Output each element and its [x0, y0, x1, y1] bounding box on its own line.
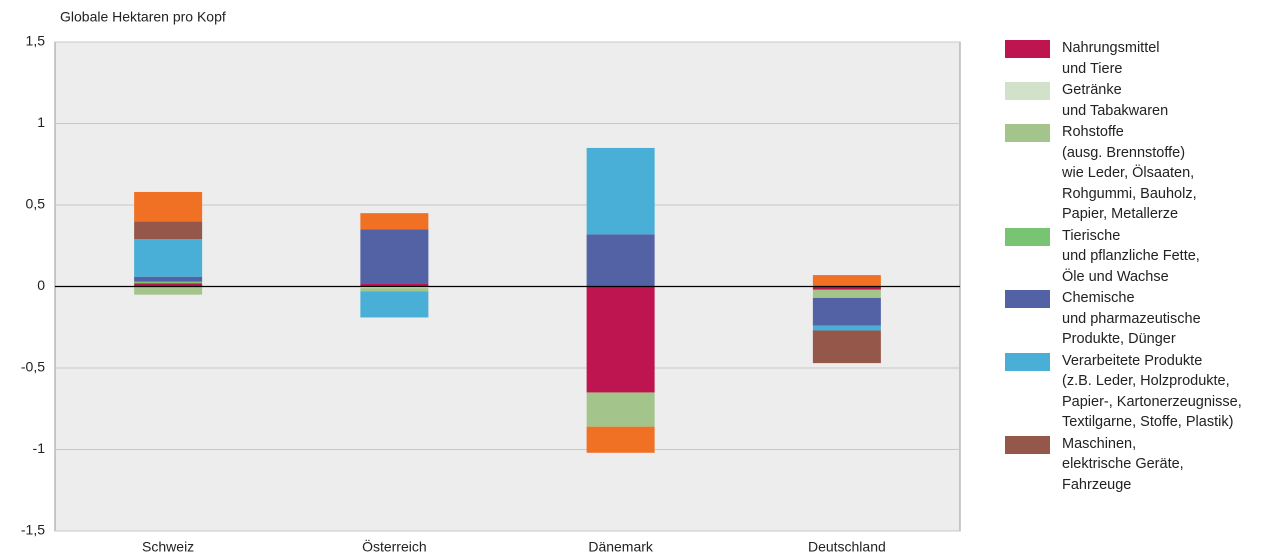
bar-segment: [134, 276, 203, 282]
y-tick-label: -1,5: [21, 522, 45, 538]
y-tick-label: 0: [37, 277, 45, 293]
bar-segment: [812, 275, 881, 287]
bar-segment: [812, 297, 881, 326]
legend-swatch: [1005, 435, 1050, 454]
bar-segment: [586, 392, 655, 427]
x-tick-label: Schweiz: [142, 539, 194, 555]
bar-segment: [360, 286, 429, 289]
x-tick-label: Österreich: [362, 538, 427, 555]
chart: Globale Hektaren pro Kopf -1,5 -1 -0,5 0 0,5…: [21, 9, 961, 555]
y-tick-label: -0,5: [21, 359, 45, 375]
legend-entry: Maschinen, elektrische Geräte, Fahrzeuge: [1005, 435, 1242, 496]
legend-label: Rohstoffe (ausg. Brennstoffe) wie Leder,…: [1062, 124, 1197, 222]
y-axis-title: Globale Hektaren pro Kopf: [60, 9, 226, 25]
legend-entry: Tierische und pflanzliche Fette, Öle und…: [1005, 227, 1242, 288]
legend-entry: Chemische und pharmazeutische Produkte, …: [1005, 290, 1242, 350]
bar-segment: [586, 286, 655, 393]
y-tick-label: -1: [33, 440, 46, 456]
bar-segment: [360, 291, 429, 318]
bar-segment: [360, 283, 429, 287]
bar-segment: [134, 239, 203, 277]
bar-segment: [812, 330, 881, 364]
bar-segment: [134, 281, 203, 284]
legend: Nahrungsmittel und Tiere Getränke und Tab…: [1005, 40, 1242, 495]
legend-label: Getränke und Tabakwaren: [1062, 82, 1169, 119]
legend-swatch: [1005, 290, 1050, 308]
bar-segment: [586, 234, 655, 287]
x-tick-label: Dänemark: [588, 539, 654, 555]
legend-swatch: [1005, 40, 1050, 58]
legend-swatch: [1005, 124, 1050, 142]
bar-segment: [360, 213, 429, 230]
bar-segment: [812, 325, 881, 331]
bar-segment: [360, 288, 429, 292]
bar-segment: [586, 147, 655, 235]
legend-entry: Verarbeitete Produkte (z.B. Leder, Holzp…: [1005, 352, 1242, 433]
bar-segment: [586, 426, 655, 453]
legend-swatch: [1005, 227, 1050, 246]
legend-swatch: [1005, 352, 1050, 371]
y-tick-label: 0,5: [26, 196, 46, 212]
legend-label: Maschinen, elektrische Geräte, Fahrzeuge: [1062, 435, 1184, 493]
x-tick-label: Deutschland: [808, 539, 886, 555]
bar-segment: [134, 283, 203, 287]
bar-segment: [812, 289, 881, 298]
y-tick-label: 1,5: [26, 33, 46, 49]
legend-label: Tierische und pflanzliche Fette, Öle und…: [1062, 227, 1200, 285]
bar-segment: [134, 286, 203, 295]
y-tick-label: 1: [37, 114, 45, 130]
legend-swatch: [1005, 82, 1050, 100]
bar-segment: [134, 191, 203, 222]
legend-entry: Rohstoffe (ausg. Brennstoffe) wie Leder,…: [1005, 124, 1242, 225]
legend-entry: Getränke und Tabakwaren: [1005, 82, 1242, 121]
legend-label: Verarbeitete Produkte (z.B. Leder, Holzp…: [1062, 352, 1242, 431]
legend-label: Nahrungsmittel und Tiere: [1062, 40, 1160, 77]
bar-segment: [134, 221, 203, 240]
bar-segment: [360, 229, 429, 284]
legend-entry: Nahrungsmittel und Tiere: [1005, 40, 1242, 79]
bar-segment: [812, 286, 881, 290]
legend-label: Chemische und pharmazeutische Produkte, …: [1062, 290, 1201, 347]
